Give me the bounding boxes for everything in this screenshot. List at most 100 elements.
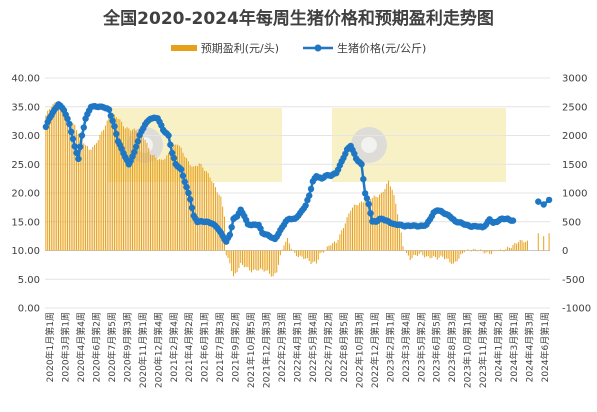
profit-bar [326, 246, 328, 251]
profit-bar [65, 116, 67, 251]
profit-bar [413, 250, 415, 256]
profit-bar [344, 223, 346, 251]
y-left-tick-label: 15.00 [11, 217, 40, 228]
profit-bar [516, 243, 518, 251]
profit-bar [113, 114, 115, 251]
profit-bar [499, 249, 501, 251]
profit-bar [303, 250, 305, 260]
profit-bar [139, 131, 141, 251]
profit-bar [422, 250, 424, 256]
y-right-tick-label: 1000 [562, 189, 587, 200]
price-point [167, 141, 174, 148]
profit-bar [160, 159, 162, 251]
x-tick-label: 2020年9月第3周 [121, 312, 133, 382]
profit-bar [231, 250, 233, 272]
profit-bar [440, 250, 442, 256]
price-point [361, 190, 369, 197]
price-point [78, 132, 86, 139]
profit-bar [471, 250, 473, 252]
profit-bar [400, 232, 402, 251]
profit-bar [425, 250, 427, 257]
profit-bar [122, 126, 124, 251]
y-left-tick-label: 25.00 [11, 160, 40, 171]
legend-swatch-bar [170, 45, 197, 51]
y-left-tick-label: 5.00 [18, 275, 40, 286]
profit-bar [357, 205, 359, 251]
profit-bar [290, 248, 292, 251]
profit-bar [472, 249, 474, 251]
profit-bar [186, 158, 188, 251]
profit-bar [95, 143, 97, 251]
profit-bar [61, 112, 63, 251]
profit-bar [330, 245, 332, 251]
profit-bar [128, 128, 130, 251]
profit-bar [323, 250, 325, 253]
profit-bar [50, 107, 52, 251]
profit-bar [252, 250, 254, 271]
profit-bar [434, 250, 436, 258]
profit-bar [140, 133, 142, 251]
profit-bar [187, 161, 189, 251]
profit-bar [342, 228, 344, 251]
profit-bar [227, 250, 229, 259]
profit-bar [184, 156, 186, 251]
price-point [132, 143, 140, 151]
profit-bar [236, 250, 238, 273]
profit-bar [81, 138, 83, 251]
profit-bar [341, 230, 343, 251]
legend-item-price: 生猪价格(元/公斤) [303, 40, 426, 56]
profit-bar [481, 250, 483, 252]
profit-bar [346, 217, 348, 251]
price-point [177, 166, 185, 173]
y-left-tick-label: 40.00 [11, 74, 40, 85]
profit-bar [312, 250, 314, 263]
profit-bar [420, 250, 422, 253]
profit-bar [213, 183, 215, 251]
profit-bar [487, 250, 489, 252]
profit-bar [416, 250, 418, 257]
profit-bar [451, 250, 453, 265]
profit-bar [117, 118, 119, 251]
x-tick-label: 2023年10月第1周 [462, 312, 474, 388]
profit-bar [238, 250, 240, 269]
profit-bar [407, 250, 409, 256]
profit-bar [368, 197, 370, 251]
profit-bar [133, 128, 135, 251]
profit-bar [205, 171, 207, 251]
profit-bar [339, 234, 341, 251]
profit-bar [225, 250, 227, 256]
profit-bar [150, 154, 152, 251]
y-left-tick-label: 0.00 [18, 304, 40, 315]
price-point [186, 196, 194, 203]
chart-legend: 预期盈利(元/头) 生猪价格(元/公斤) [0, 40, 597, 56]
profit-bar [124, 128, 126, 251]
profit-bar [328, 245, 330, 251]
profit-bar [548, 233, 550, 251]
price-point [168, 149, 176, 157]
profit-bar [276, 250, 278, 273]
price-point [64, 115, 71, 122]
price-point [545, 196, 553, 204]
profit-bar [415, 250, 417, 256]
profit-bar [265, 250, 267, 271]
profit-bar [449, 250, 451, 263]
price-point [73, 149, 80, 157]
profit-bar [88, 149, 90, 251]
profit-bar [317, 250, 319, 260]
profit-bar [489, 250, 491, 254]
profit-bar [462, 250, 464, 254]
profit-bar [467, 249, 469, 251]
profit-bar [56, 106, 58, 251]
profit-bar [83, 143, 85, 251]
profit-bar [209, 177, 211, 251]
profit-bar [200, 163, 202, 251]
profit-bar [485, 250, 487, 253]
profit-bar [249, 250, 251, 271]
price-point [306, 192, 313, 199]
x-tick-label: 2020年7月第5周 [106, 312, 118, 382]
profit-bar [433, 250, 435, 257]
profit-bar [76, 130, 78, 251]
x-tick-label: 2023年6月第5周 [431, 312, 443, 382]
x-tick-label: 2024年6月第1周 [539, 312, 551, 382]
price-point [170, 154, 178, 162]
